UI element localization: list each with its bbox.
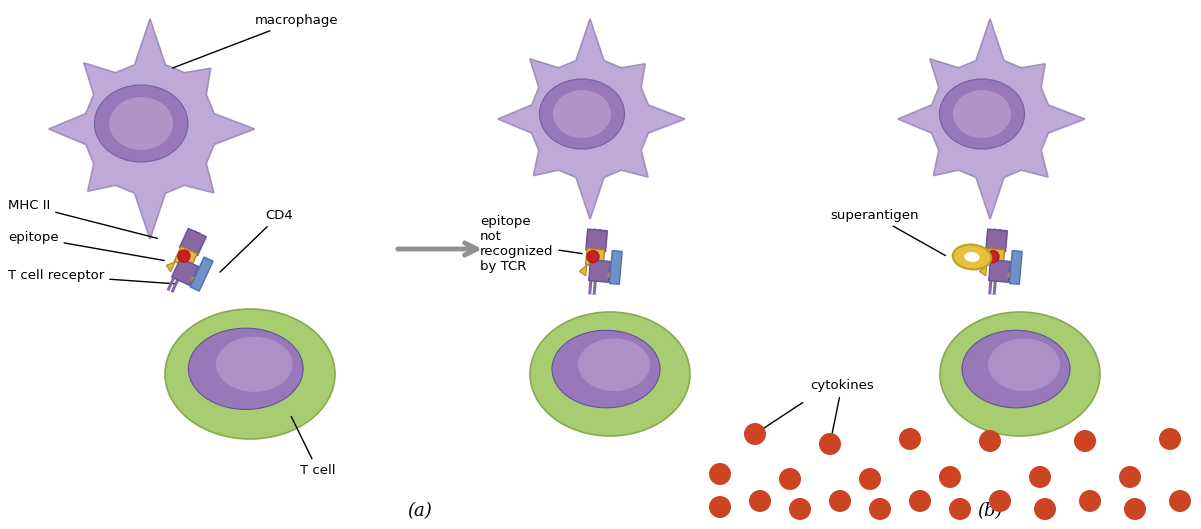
Polygon shape	[191, 274, 201, 281]
Polygon shape	[588, 260, 610, 282]
Ellipse shape	[216, 336, 293, 392]
Text: (a): (a)	[407, 502, 432, 520]
Polygon shape	[608, 267, 615, 278]
Polygon shape	[988, 260, 1010, 282]
Ellipse shape	[1119, 466, 1141, 488]
Ellipse shape	[552, 330, 661, 408]
Ellipse shape	[988, 339, 1060, 391]
Ellipse shape	[909, 490, 931, 512]
Text: macrophage: macrophage	[173, 14, 339, 68]
Ellipse shape	[578, 339, 650, 391]
Ellipse shape	[939, 466, 961, 488]
Ellipse shape	[964, 252, 980, 262]
Ellipse shape	[829, 490, 852, 512]
Ellipse shape	[709, 463, 731, 485]
Polygon shape	[179, 229, 207, 256]
Text: superantigen: superantigen	[830, 209, 945, 256]
Ellipse shape	[587, 251, 599, 263]
Polygon shape	[498, 19, 685, 219]
Ellipse shape	[988, 490, 1011, 512]
Ellipse shape	[95, 85, 187, 162]
Ellipse shape	[949, 498, 970, 520]
Ellipse shape	[109, 97, 173, 150]
Ellipse shape	[1074, 430, 1097, 452]
Polygon shape	[986, 249, 1004, 266]
Ellipse shape	[870, 498, 891, 520]
Ellipse shape	[954, 90, 1011, 138]
Polygon shape	[898, 19, 1085, 219]
Polygon shape	[986, 229, 1008, 252]
Ellipse shape	[979, 430, 1000, 452]
Text: CD4: CD4	[220, 209, 293, 272]
Text: T cell receptor: T cell receptor	[8, 269, 175, 284]
Polygon shape	[586, 229, 608, 252]
Polygon shape	[586, 249, 604, 266]
Ellipse shape	[1029, 466, 1051, 488]
Text: (b): (b)	[978, 502, 1003, 520]
Ellipse shape	[987, 251, 999, 263]
Ellipse shape	[819, 433, 841, 455]
Ellipse shape	[900, 428, 921, 450]
Ellipse shape	[165, 309, 335, 439]
Ellipse shape	[189, 328, 303, 409]
Ellipse shape	[1159, 428, 1181, 450]
Polygon shape	[1008, 267, 1015, 278]
Ellipse shape	[1034, 498, 1056, 520]
Ellipse shape	[962, 330, 1070, 408]
Polygon shape	[174, 247, 197, 269]
Ellipse shape	[940, 312, 1100, 436]
Text: epitope
not
recognized
by TCR: epitope not recognized by TCR	[480, 215, 582, 273]
Ellipse shape	[749, 490, 771, 512]
Ellipse shape	[1124, 498, 1146, 520]
Polygon shape	[166, 262, 175, 272]
Ellipse shape	[859, 468, 882, 490]
Ellipse shape	[178, 250, 190, 262]
Ellipse shape	[1169, 490, 1191, 512]
Text: T cell: T cell	[291, 416, 335, 477]
Ellipse shape	[709, 496, 731, 518]
Polygon shape	[49, 19, 255, 239]
Ellipse shape	[789, 498, 811, 520]
Polygon shape	[1009, 251, 1022, 284]
Text: cytokines: cytokines	[809, 379, 874, 441]
Text: MHC II: MHC II	[8, 199, 157, 238]
Ellipse shape	[552, 90, 611, 138]
Text: epitope: epitope	[8, 231, 165, 260]
Ellipse shape	[952, 244, 991, 269]
Polygon shape	[580, 265, 587, 276]
Polygon shape	[190, 257, 213, 291]
Ellipse shape	[539, 79, 625, 149]
Polygon shape	[980, 265, 987, 276]
Ellipse shape	[743, 423, 766, 445]
Ellipse shape	[779, 468, 801, 490]
Ellipse shape	[939, 79, 1024, 149]
Polygon shape	[172, 258, 198, 286]
Ellipse shape	[1078, 490, 1101, 512]
Polygon shape	[609, 251, 622, 284]
Ellipse shape	[530, 312, 691, 436]
